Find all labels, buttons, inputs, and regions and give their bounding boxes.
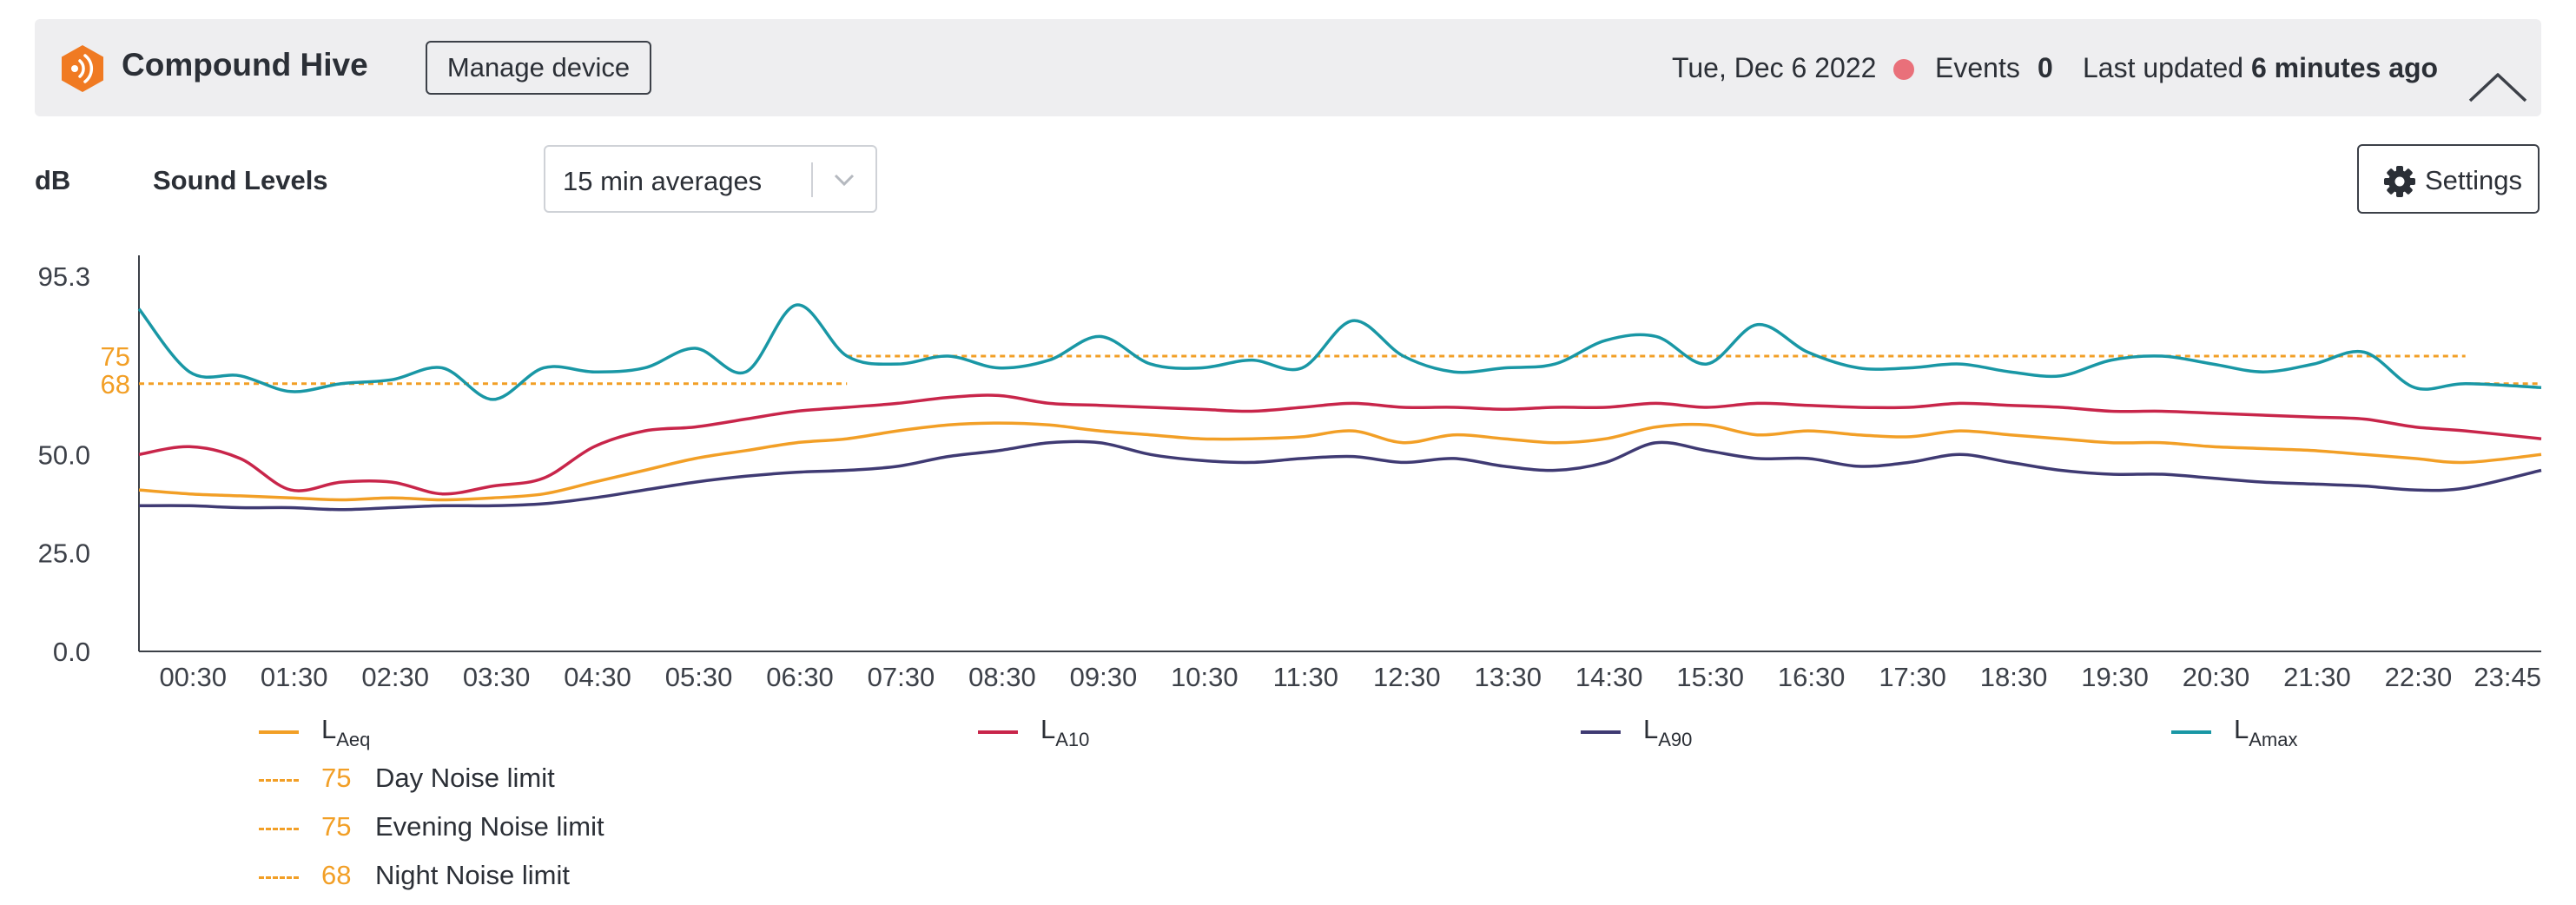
legend-limit-swatch xyxy=(259,828,299,830)
x-tick-label: 22:30 xyxy=(2385,662,2453,692)
x-tick-label: 05:30 xyxy=(665,662,733,692)
series-line-a90 xyxy=(138,439,2542,512)
x-tick-label: 12:30 xyxy=(1373,662,1441,692)
limit-tick-label: 68 xyxy=(101,369,130,400)
x-tick-label: 01:30 xyxy=(261,662,328,692)
legend-label: LA90 xyxy=(1643,714,1692,751)
series-line-amax xyxy=(137,303,2542,401)
x-tick-label: 14:30 xyxy=(1575,662,1643,692)
legend-swatch xyxy=(1581,730,1621,734)
last-updated-value: 6 minutes ago xyxy=(2250,52,2439,83)
x-tick-label: 09:30 xyxy=(1070,662,1138,692)
legend-limit-label: Night Noise limit xyxy=(375,860,570,890)
x-tick-label: 08:30 xyxy=(968,662,1036,692)
x-tick-label: 10:30 xyxy=(1171,662,1238,692)
legend-limit-value: 68 xyxy=(321,860,352,890)
x-tick-label: 15:30 xyxy=(1676,662,1744,692)
x-tick-label: 20:30 xyxy=(2183,662,2250,692)
x-tick-label: 11:30 xyxy=(1273,662,1338,692)
legend-limit-label: Evening Noise limit xyxy=(375,811,604,842)
x-tick-label: 17:30 xyxy=(1879,662,1946,692)
x-tick-label: 03:30 xyxy=(463,662,531,692)
legend-limit-label: Day Noise limit xyxy=(375,763,555,793)
legend-limit-value: 75 xyxy=(321,763,352,793)
date-label: Tue, Dec 6 2022 xyxy=(1672,52,1877,83)
last-updated: Last updated 6 minutes ago xyxy=(2083,52,2438,84)
settings-label: Settings xyxy=(2425,165,2523,195)
legend-swatch xyxy=(2171,730,2211,734)
legend-label-subscript: Amax xyxy=(2249,729,2298,750)
y-tick-label: 25.0 xyxy=(38,538,90,569)
events-count: 0 xyxy=(2038,52,2053,83)
x-tick-label: 13:30 xyxy=(1474,662,1542,692)
gear-icon xyxy=(2384,166,2415,197)
settings-button[interactable]: Settings xyxy=(2357,144,2540,214)
legend-label: LAmax xyxy=(2234,714,2298,751)
chevron-down-icon[interactable] xyxy=(832,169,856,190)
x-tick-label: 21:30 xyxy=(2283,662,2351,692)
legend-label-main: L xyxy=(1643,714,1659,744)
last-updated-label: Last updated xyxy=(2083,52,2244,83)
legend-label-subscript: A90 xyxy=(1658,729,1693,750)
events-status-dot xyxy=(1893,59,1914,80)
unit-label: dB xyxy=(35,165,71,195)
series-line-a10 xyxy=(138,393,2542,496)
x-tick-label: 02:30 xyxy=(361,662,429,692)
x-tick-label: 19:30 xyxy=(2081,662,2149,692)
averaging-select-value: 15 min averages xyxy=(563,166,763,196)
legend-limit-swatch xyxy=(259,876,299,879)
x-tick-label: 07:30 xyxy=(868,662,935,692)
legend-swatch xyxy=(978,730,1018,734)
x-tick-label: 16:30 xyxy=(1778,662,1846,692)
x-tick-label: 23:45 xyxy=(2474,662,2541,692)
x-tick-label: 04:30 xyxy=(564,662,631,692)
legend-label-main: L xyxy=(1040,714,1056,744)
legend-limit-value: 75 xyxy=(321,811,352,842)
legend-label-main: L xyxy=(2234,714,2249,744)
chart-title: Sound Levels xyxy=(153,165,328,195)
limit-tick-label: 75 xyxy=(101,341,130,372)
legend-label: LAeq xyxy=(321,714,370,751)
legend-limit-swatch xyxy=(259,779,299,782)
x-tick-label: 06:30 xyxy=(766,662,834,692)
manage-device-button[interactable]: Manage device xyxy=(426,41,651,95)
select-divider xyxy=(811,162,813,197)
device-header: Compound Hive Manage device Tue, Dec 6 2… xyxy=(35,19,2541,116)
legend-label-subscript: A10 xyxy=(1055,729,1090,750)
series-line-aeq xyxy=(138,421,2542,502)
x-tick-label: 18:30 xyxy=(1980,662,2048,692)
legend-swatch xyxy=(259,730,299,734)
legend-label: LA10 xyxy=(1040,714,1089,751)
device-name: Compound Hive xyxy=(122,47,368,83)
legend-label-subscript: Aeq xyxy=(336,729,371,750)
events-label: Events xyxy=(1935,52,2020,83)
chevron-up-icon[interactable] xyxy=(2467,69,2529,104)
legend-label-main: L xyxy=(321,714,337,744)
averaging-select[interactable]: 15 min averages xyxy=(544,145,877,213)
y-tick-label: 0.0 xyxy=(53,637,90,667)
y-tick-label: 50.0 xyxy=(38,439,90,470)
broadcast-icon xyxy=(62,45,103,92)
y-tick-label: 95.3 xyxy=(38,261,90,292)
x-tick-label: 00:30 xyxy=(159,662,227,692)
